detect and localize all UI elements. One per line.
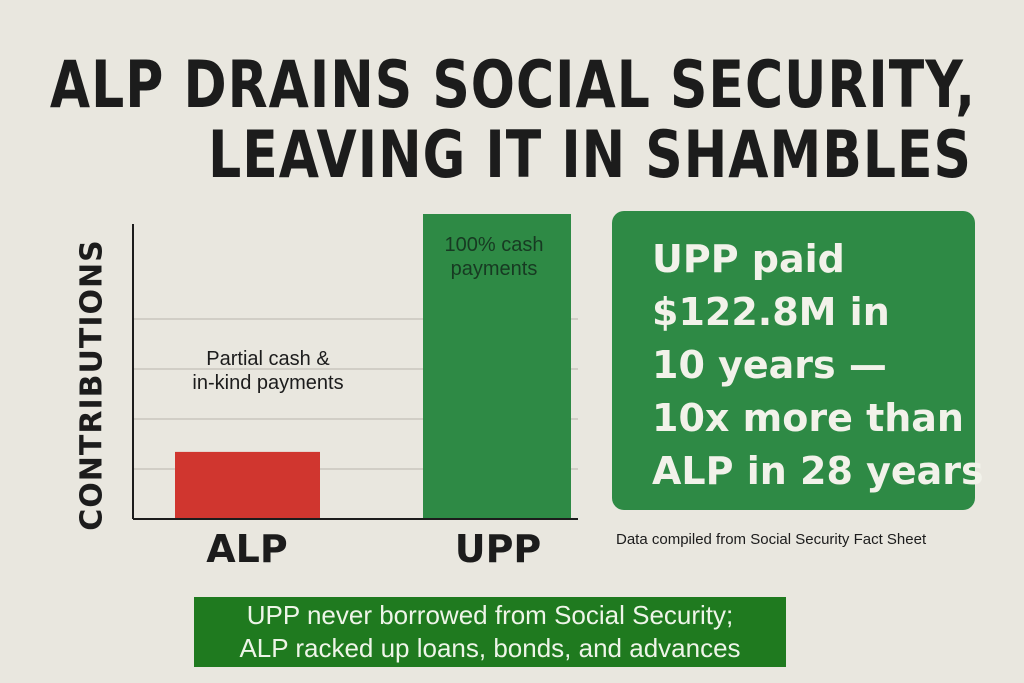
banner-line-1: UPP never borrowed from Social Security; — [246, 600, 734, 630]
bar-alp — [175, 451, 320, 519]
callout-line-3: 10 years — — [652, 343, 887, 387]
alp-bar-annotation: Partial cash & in-kind payments — [192, 347, 343, 395]
source-note: Data compiled from Social Security Fact … — [616, 531, 927, 548]
bottom-banner: UPP never borrowed from Social Security;… — [194, 597, 786, 667]
page-title-line-1: ALP DRAINS SOCIAL SECURITY, — [49, 48, 976, 123]
upp-bar-annotation: 100% cash payments — [445, 233, 544, 281]
category-label-upp: UPP — [454, 527, 542, 571]
alp-annotation-line-2: in-kind payments — [192, 372, 344, 394]
callout-line-4: 10x more than — [652, 396, 964, 440]
y-axis-label: CONTRIBUTIONS — [74, 239, 110, 531]
page-title-line-2: LEAVING IT IN SHAMBLES — [208, 118, 972, 193]
callout-line-5: ALP in 28 years — [652, 449, 984, 493]
category-label-alp: ALP — [206, 527, 288, 571]
callout-box: UPP paid $122.8M in 10 years — 10x more … — [612, 211, 984, 510]
bar-upp — [423, 214, 571, 519]
upp-annotation-line-1: 100% cash — [444, 234, 544, 256]
banner-line-2: ALP racked up loans, bonds, and advances — [239, 633, 741, 663]
upp-annotation-line-2: payments — [450, 258, 538, 280]
callout-line-1: UPP paid — [652, 237, 845, 281]
callout-line-2: $122.8M in — [652, 290, 890, 334]
alp-annotation-line-1: Partial cash & — [206, 348, 330, 370]
